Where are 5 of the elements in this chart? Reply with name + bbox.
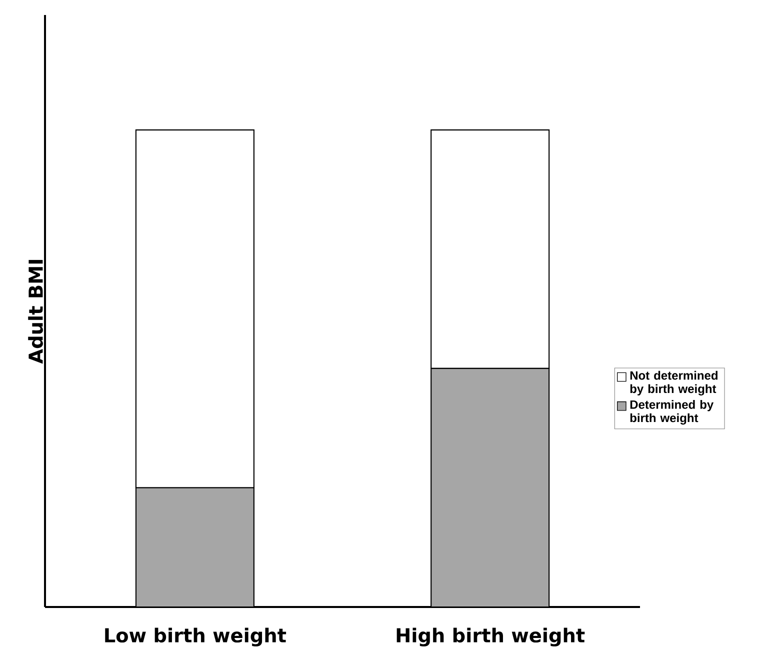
legend-label: Not determined by birth weight (630, 370, 718, 396)
x-tick-label: High birth weight (396, 628, 585, 646)
legend-label: Determined by birth weight (630, 400, 714, 425)
y-axis-title: Adult BMI (28, 260, 43, 364)
x-tick-label: Low birth weight (105, 628, 286, 646)
